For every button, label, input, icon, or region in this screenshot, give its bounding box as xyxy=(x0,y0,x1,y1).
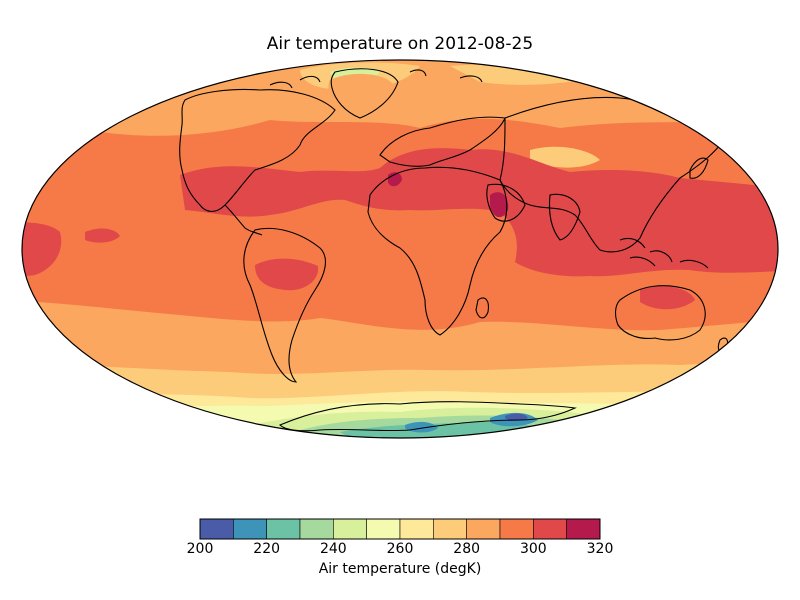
map-title: Air temperature on 2012-08-25 xyxy=(266,34,534,54)
colorbar-segment xyxy=(199,518,234,540)
colorbar-tick-label: 280 xyxy=(453,541,481,557)
japan-coast xyxy=(689,157,709,179)
australia-coast xyxy=(615,285,706,341)
southeast-asia-islands xyxy=(619,237,709,269)
globe-outline xyxy=(21,59,779,439)
africa-coast xyxy=(367,166,508,336)
colorbar-label: Air temperature (degK) xyxy=(318,561,482,577)
europe-coast xyxy=(379,116,506,167)
colorbar-segment xyxy=(433,518,467,540)
madagascar-coast xyxy=(475,297,489,319)
colorbar-tick-label: 200 xyxy=(186,541,214,557)
south-america-coast xyxy=(243,227,326,383)
colorbar-ticks: 200 220 240 260 280 300 320 xyxy=(0,541,800,561)
india-coast xyxy=(548,193,581,241)
coastlines xyxy=(179,68,731,432)
arabia-coast xyxy=(486,183,526,222)
colorbar-tick-label: 260 xyxy=(386,541,414,557)
colorbar-segment xyxy=(399,518,434,540)
colorbar-segment xyxy=(266,518,301,540)
temperature-field xyxy=(22,60,778,438)
north-america-coast xyxy=(179,88,336,212)
colorbar-tick-label: 320 xyxy=(586,541,614,557)
colorbar xyxy=(199,518,601,540)
colorbar-segment xyxy=(333,518,367,540)
colorbar-segment xyxy=(533,518,567,540)
colorbar-segment xyxy=(366,518,401,540)
colorbar-segment xyxy=(566,518,601,540)
colorbar-tick-label: 300 xyxy=(519,541,547,557)
arctic-islands xyxy=(269,69,483,89)
colorbar-outline xyxy=(199,518,601,540)
greenland-coast xyxy=(330,68,399,119)
colorbar-tick-label: 240 xyxy=(319,541,347,557)
central-america-coast xyxy=(224,204,263,236)
antarctica-coast xyxy=(279,401,577,432)
colorbar-segment xyxy=(299,518,334,540)
colorbar-segment xyxy=(233,518,267,540)
colorbar-segment xyxy=(466,518,501,540)
colorbar-tick-label: 220 xyxy=(253,541,281,557)
colorbar-segment xyxy=(499,518,534,540)
